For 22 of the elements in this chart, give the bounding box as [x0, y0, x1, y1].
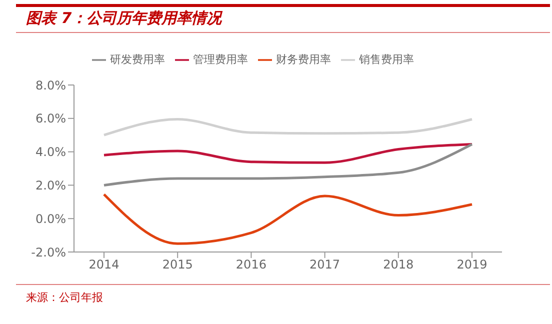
y-tick-label: 0.0%	[36, 212, 66, 226]
legend-label: 管理费用率	[193, 53, 248, 66]
x-tick-label: 2017	[310, 258, 340, 272]
line-series	[102, 118, 474, 136]
x-tick-label: 2019	[456, 258, 488, 272]
x-tick-label: 2018	[383, 258, 414, 272]
y-tick-label: 8.0%	[36, 78, 66, 92]
x-tick-label: 2015	[162, 258, 193, 272]
legend-label: 财务费用率	[276, 53, 331, 66]
y-tick-label: 2.0%	[36, 178, 66, 192]
line-series	[102, 143, 474, 164]
x-tick-label: 2014	[88, 258, 120, 272]
y-tick-label: -2.0%	[31, 245, 66, 260]
source-note: 来源：公司年报	[26, 290, 103, 305]
line-series	[102, 143, 474, 186]
y-tick-label: 4.0%	[36, 145, 66, 160]
x-tick-label: 2016	[236, 258, 266, 272]
legend-label: 研发费用率	[110, 53, 165, 66]
line-series	[102, 193, 474, 245]
y-tick-label: 6.0%	[36, 112, 66, 126]
legend-label: 销售费用率	[359, 53, 414, 66]
chart-title: 图表 7：公司历年费用率情况	[26, 9, 222, 28]
